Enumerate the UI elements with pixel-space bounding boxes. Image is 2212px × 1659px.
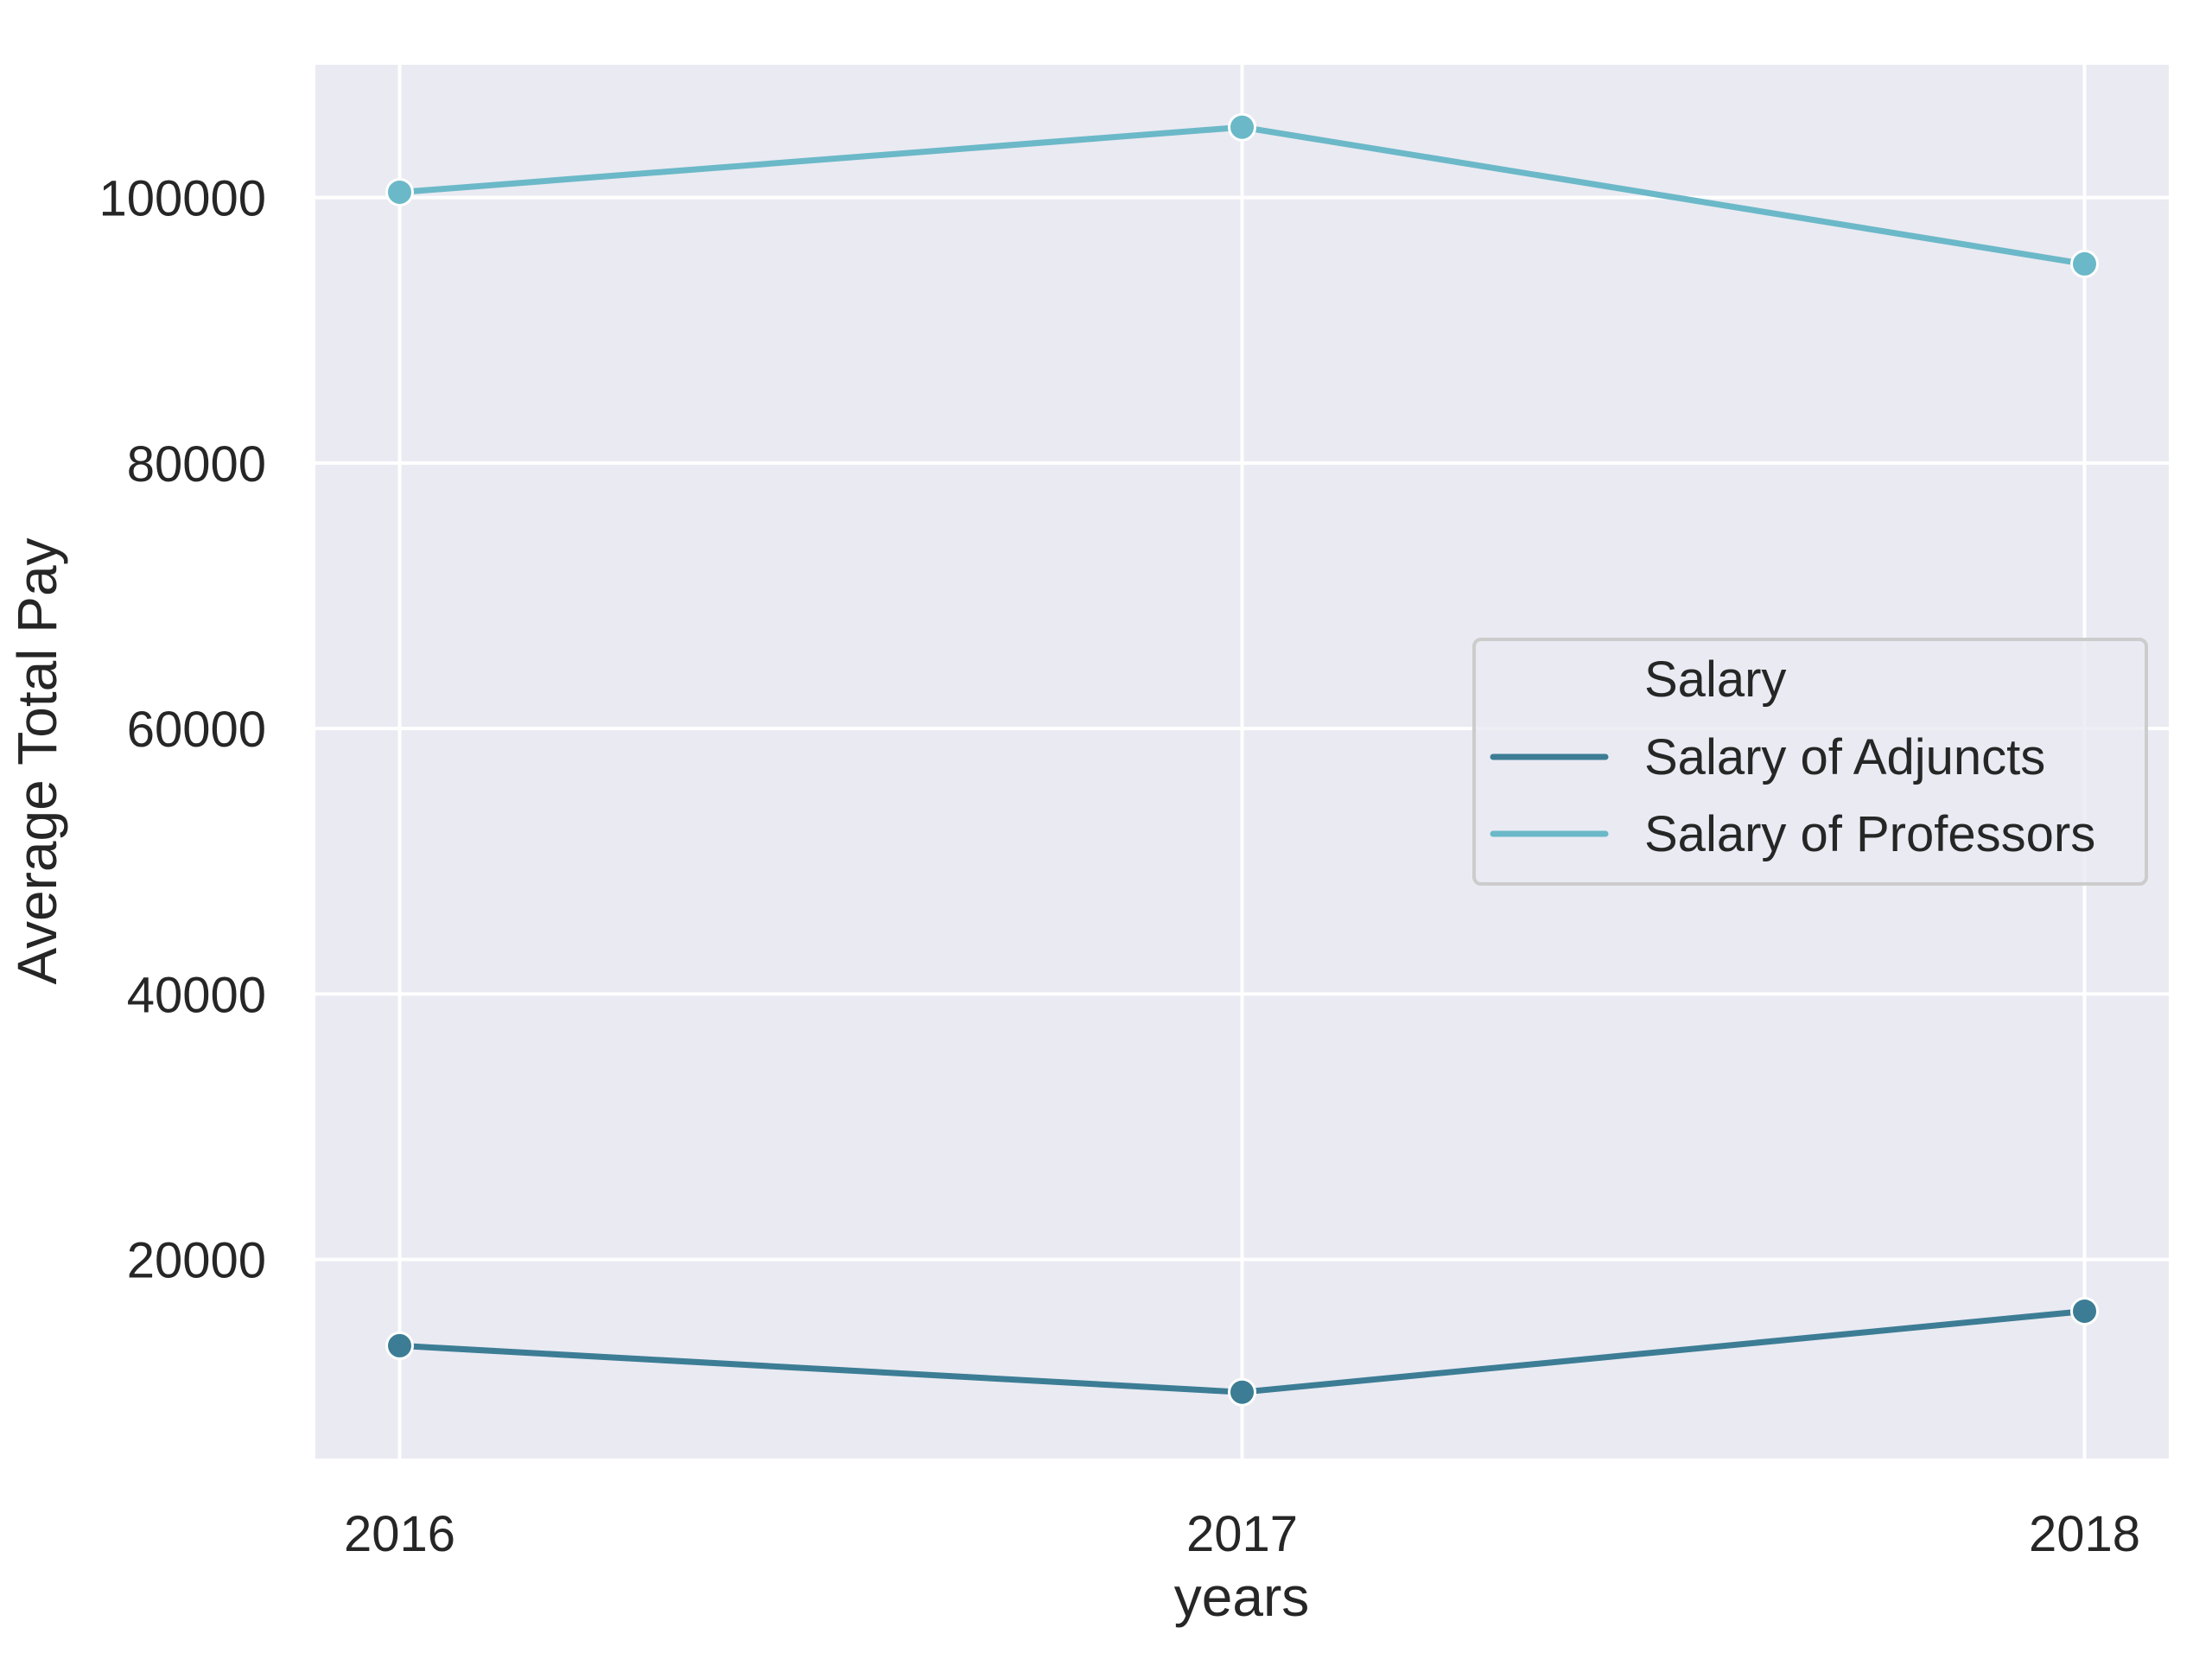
y-tick-label: 60000 <box>127 702 266 758</box>
y-tick-label: 20000 <box>127 1233 266 1289</box>
data-point <box>1228 1377 1256 1407</box>
x-tick-label: 2018 <box>2029 1506 2140 1562</box>
y-tick-label: 40000 <box>127 967 266 1023</box>
data-point <box>385 177 414 207</box>
data-point <box>2070 1296 2099 1325</box>
data-point <box>1228 112 1256 142</box>
data-point <box>2070 249 2099 278</box>
legend-label-adjuncts: Salary of Adjuncts <box>1644 729 2045 785</box>
y-tick-label: 100000 <box>99 171 266 227</box>
y-tick-labels: 20000 40000 60000 80000 100000 <box>99 171 266 1289</box>
x-axis-label: years <box>1174 1566 1310 1628</box>
y-axis-label: Average Total Pay <box>6 537 68 984</box>
x-tick-label: 2016 <box>344 1506 455 1562</box>
y-tick-label: 80000 <box>127 436 266 493</box>
legend-label-professors: Salary of Professors <box>1644 806 2095 862</box>
legend-title: Salary <box>1644 652 1786 708</box>
series-layer <box>385 112 2099 1407</box>
data-point <box>385 1331 414 1360</box>
x-tick-label: 2017 <box>1186 1506 1298 1562</box>
legend: Salary Salary of Adjuncts Salary of Prof… <box>1472 638 2148 886</box>
legend-box <box>1472 638 2148 886</box>
x-tick-labels: 2016 2017 2018 <box>344 1506 2140 1562</box>
